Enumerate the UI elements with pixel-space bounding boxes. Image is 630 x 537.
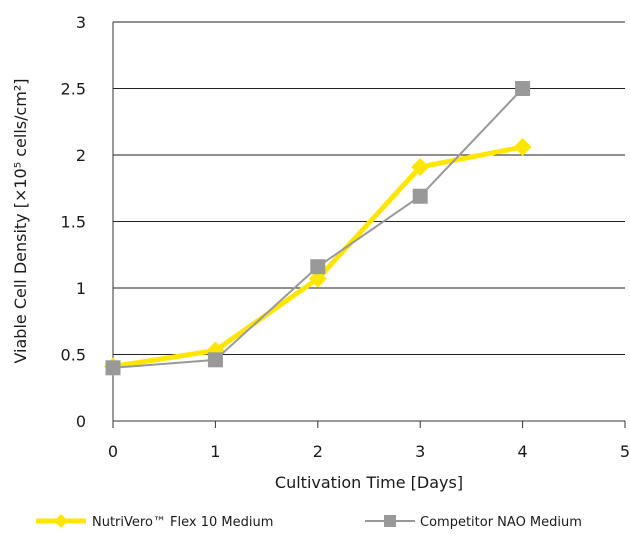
series-line-0 (112, 144, 524, 369)
y-tick-labels: 0 0.5 1 1.5 2 2.5 3 (61, 13, 86, 431)
grid-lines (113, 21, 625, 355)
x-tick-label: 2 (313, 442, 323, 461)
y-tick-label: 0.5 (61, 346, 86, 365)
legend-marker-square (384, 515, 396, 527)
legend-marker-diamond (54, 514, 68, 528)
y-tick-label: 1.5 (61, 213, 86, 232)
data-point-diamond-0 (411, 157, 430, 176)
x-tick-labels: 0 1 2 3 4 5 (108, 421, 630, 461)
x-axis-label: Cultivation Time [Days] (275, 473, 463, 492)
x-tick-label: 3 (415, 442, 425, 461)
x-tick-label: 0 (108, 442, 118, 461)
y-tick-label: 3 (76, 13, 86, 32)
data-point-diamond-0 (513, 138, 532, 157)
data-point-square-1 (207, 352, 223, 368)
y-axis-label: Viable Cell Density [×10⁵ cells/cm²] (11, 78, 30, 363)
y-tick-label: 2.5 (61, 80, 86, 99)
data-point-square-1 (310, 259, 326, 275)
series-layer (104, 81, 532, 376)
x-tick-label: 1 (210, 442, 220, 461)
legend: NutriVero™ Flex 10 Medium Competitor NAO … (36, 514, 582, 530)
y-tick-label: 1 (76, 279, 86, 298)
legend-label-1: Competitor NAO Medium (420, 515, 582, 530)
data-point-square-1 (105, 360, 121, 376)
data-point-square-1 (412, 188, 428, 204)
axes (112, 22, 625, 422)
y-tick-label: 0 (76, 412, 86, 431)
x-tick-label: 4 (518, 442, 528, 461)
legend-label-0: NutriVero™ Flex 10 Medium (92, 515, 273, 530)
y-tick-label: 2 (76, 146, 86, 165)
data-point-square-1 (515, 81, 531, 96)
series-line-1 (112, 87, 524, 369)
x-tick-label: 5 (620, 442, 630, 461)
